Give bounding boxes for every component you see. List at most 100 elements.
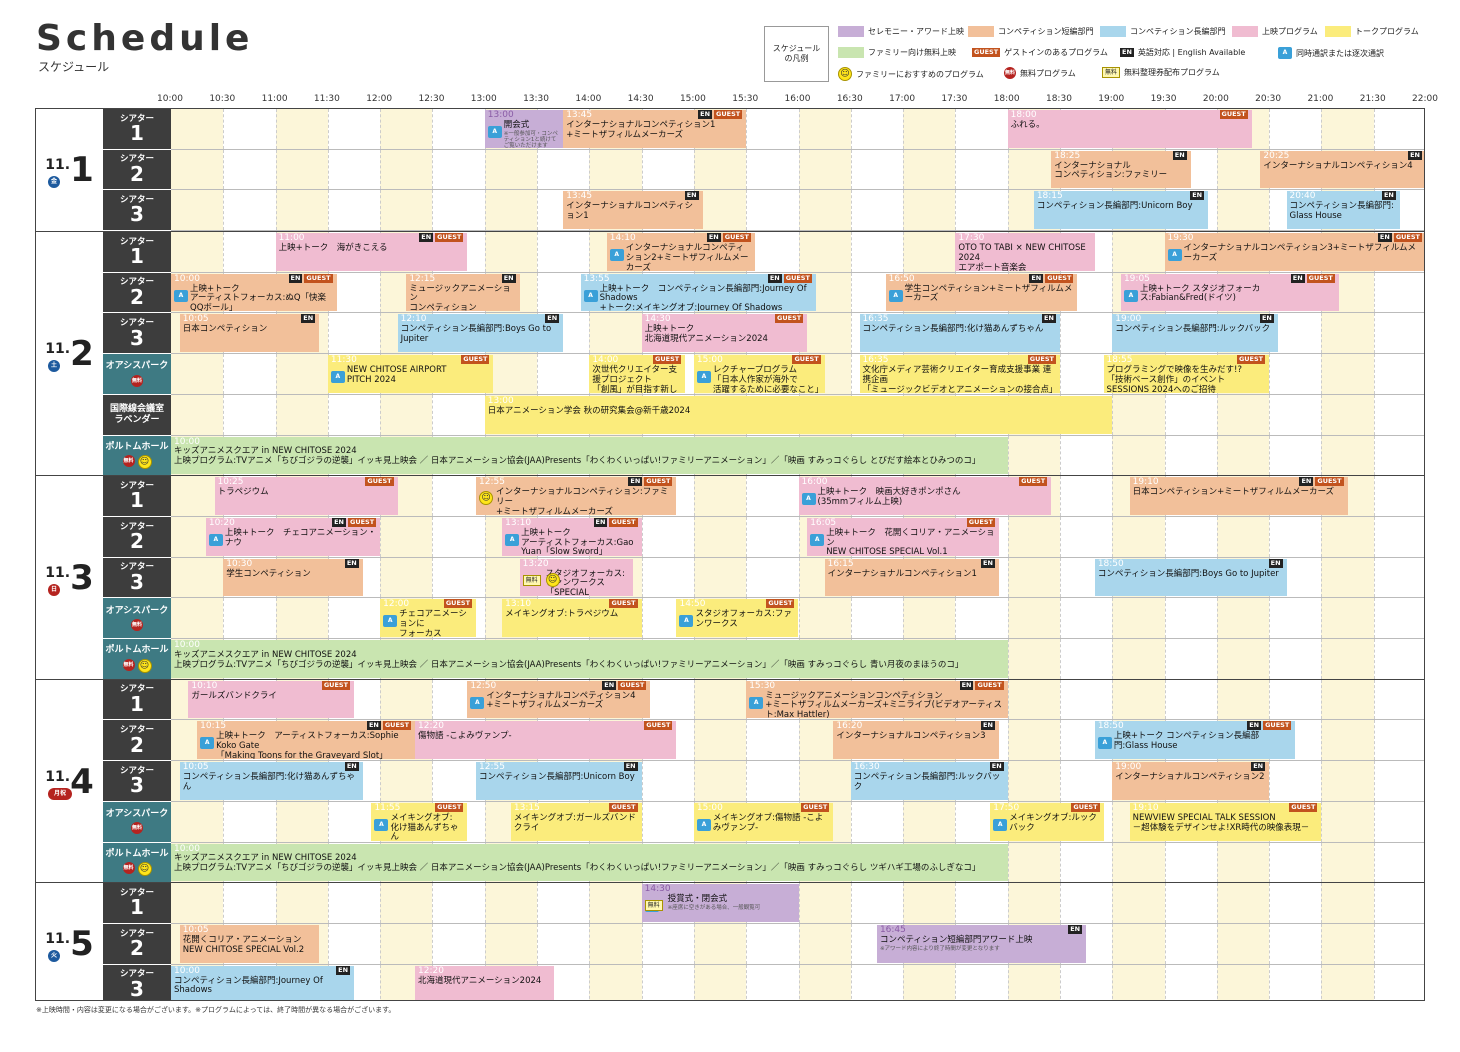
event-block[interactable]: 16:20 インターナショナルコンペティション3 EN [833,721,999,760]
grid-line [1164,639,1166,679]
event-block[interactable]: A 12:50 インターナショナルコンペティション4 +ミートザフィルムメーカーズ E… [467,680,651,719]
event-block[interactable]: 12:20 傷物語 -こよみヴァンプ- GUEST [415,721,677,760]
event-block[interactable]: 10:10 ガールズバンドクライ GUEST [188,680,354,719]
event-block[interactable]: 19:10 日本コンペティション+ミートザフィルムメーカーズ EN GUEST [1129,477,1348,515]
event-block[interactable]: 19:10 NEWVIEW SPECIAL TALK SESSION －超体験をデ… [1129,802,1322,841]
event-block[interactable]: 10:00 キッズアニメスクエア in NEW CHITOSE 2024 上映プロ… [171,640,1008,678]
event-time: 14:00 [592,355,619,366]
event-block[interactable]: A 10:00 上映+トーク アーティストフォーカス:ぬQ「快楽QQボール」 EN GU… [171,273,337,312]
event-block[interactable]: 12:20 北海道現代アニメーション2024 [415,965,555,1000]
event-block[interactable]: 13:45 インターナショナルコンペティション1 EN [563,191,703,230]
event-block[interactable]: 13:45 インターナショナルコンペティション1 +ミートザフィルムメーカーズ EN… [563,110,747,148]
event-block[interactable]: 10:05 コンペティション長編部門:化け猫あんずちゃん EN [179,762,363,800]
event-block[interactable]: A 13:10 上映+トーク アーティストフォーカス:Gao Yuan「Slow S… [502,517,642,556]
event-block[interactable]: 13:10 メイキングオブ:トラペジウム GUEST [502,599,642,638]
smile-icon: ☺ [137,862,152,877]
event-block[interactable]: A 11:30 NEW CHITOSE AIRPORT PITCH 2024 GUES… [327,355,494,393]
event-title: 北海道現代アニメーション2024 [418,975,542,986]
event-block[interactable]: A 15:30 ミュージックアニメーションコンペティション +ミートザフィルムメーカ… [746,680,1008,719]
event-block[interactable]: 16:15 インターナショナルコンペティション1 EN [824,558,999,597]
event-title: 次世代クリエイター支援プロジェクト 「創風」が目指す新しい才能の発掘 [592,365,678,393]
en-tag-icon: EN [545,314,560,324]
grid-line [484,923,486,964]
grid-line [1216,394,1218,435]
en-tag-icon: EN [1290,273,1305,283]
en-tag-icon: EN [628,477,643,487]
event-block[interactable]: 18:15 コンペティション長編部門:Unicorn Boy EN [1033,191,1209,230]
event-block[interactable]: 13:15 メイキングオブ:ガールズバンドクライ GUEST [510,802,642,841]
event-block[interactable]: 12:15 ミュージックアニメーション コンペティション EN [406,273,520,312]
event-tags: EN GUEST [959,680,1004,690]
event-block[interactable]: 19:00 コンペティション長編部門:ルックバック EN [1112,314,1278,353]
en-tag-icon: EN [981,558,995,568]
event-block[interactable]: 12:10 コンペティション長編部門:Boys Go to Jupiter EN [397,314,564,353]
event-block[interactable]: A 18:50 上映+トーク コンペティション長編部門:Glass House EN G… [1094,721,1296,760]
event-block[interactable]: A 11:55 メイキングオブ: 化け猫あんずちゃん GUEST [371,802,468,841]
event-block[interactable]: A 19:05 上映+トーク スタジオフォーカス:Fabian&Fred(ドイツ) E… [1120,273,1339,312]
event-title: インターナショナルコンペティション1 +ミートザフィルムメーカーズ [566,119,716,140]
event-block[interactable]: 10:00 キッズアニメスクエア in NEW CHITOSE 2024 上映プロ… [171,436,1008,475]
event-block[interactable]: A 16:00 上映+トーク 映画大好きポンポさん (35mmフィルム上映) GUES… [798,477,1052,515]
time-stripe [380,516,433,557]
event-block[interactable]: A 15:00 メイキングオブ:傷物語 -こよみヴァンプ- GUEST [693,802,834,841]
grid-line [327,598,329,639]
event-block[interactable]: A 13:00 開会式 ※一般参加可・コンペティション1と続けてご覧いただけます [484,110,564,148]
event-block[interactable]: 18:00 ふれる。 GUEST [1007,110,1252,148]
event-block[interactable]: 16:35 コンペティション長編部門:化け猫あんずちゃん EN [859,314,1060,353]
event-block[interactable]: 10:00 キッズアニメスクエア in NEW CHITOSE 2024 上映プロ… [171,843,1008,882]
event-block[interactable]: ☺ 12:55 インターナショナルコンペティション:ファミリー +ミートザフィルムメ… [476,477,677,515]
event-block[interactable]: A 12:00 チェコアニメーションに フォーカス GUEST [380,599,477,638]
guest-tag-icon: GUEST [1306,273,1335,283]
venue-name: ポルトムホール [105,848,169,859]
event-block[interactable]: 14:30 上映+トーク 北海道現代アニメーション2024 GUEST [641,314,808,353]
event-title: 日本コンペティション [182,324,268,335]
event-block[interactable]: 12:55 コンペティション長編部門:Unicorn Boy EN [476,762,642,800]
interpretation-icon: A [1097,737,1112,750]
event-block[interactable]: A 14:10 インターナショナルコンペティション2+ミートザフィルムメーカーズ EN… [606,233,755,271]
event-block[interactable]: 10:30 学生コンペティション EN [223,558,363,597]
event-block[interactable]: A 16:50 学生コンペティション+ミートザフィルムメーカーズ EN GUEST [885,273,1078,312]
event-block[interactable]: 10:25 トラペジウム GUEST [214,477,398,515]
event-block[interactable]: A 16:05 上映+トーク 花開くコリア・アニメーション NEW CHITOSE … [807,517,999,556]
grid-line [1007,435,1009,476]
event-block[interactable]: A 10:20 上映+トーク チェコアニメーション・ナウ EN GUEST [205,517,381,556]
venue-badges: 無料 [131,374,143,387]
event-title: 文化庁メディア芸術クリエイター育成支援事業 連携企画 「ミュージックビデオとアニ… [862,365,1058,393]
event-block[interactable]: 18:55 プログラミングで映像を生みだす!? 「技術ベース創作」のイベント SE… [1103,355,1270,393]
event-block[interactable]: 17:30 OTO TO TABI × NEW CHITOSE 2024 エアポー… [955,233,1095,271]
event-block[interactable]: 16:45 コンペティション短編部門アワード上映 ※アワード内容により終了時間が変更… [876,924,1087,963]
event-block[interactable]: 16:35 文化庁メディア芸術クリエイター育成支援事業 連携企画 「ミュージックビ… [859,355,1060,393]
event-block[interactable]: 20:25 インターナショナルコンペティション4 EN [1260,150,1424,189]
grid-line [1373,394,1375,435]
grid-line [223,232,225,272]
event-title: 上映+トーク スタジオフォーカス:Fabian&Fred(ドイツ) [1139,283,1261,304]
event-block[interactable]: A 15:00 レクチャープログラム 「日本人作家が海外で 活躍するために必要なこと… [693,355,825,393]
event-title: 上映+トーク コンペティション長編部門:Journey Of Shadows +… [599,283,807,312]
event-block[interactable]: 19:00 インターナショナルコンペティション2 EN [1112,762,1270,800]
event-block[interactable]: 18:25 インターナショナル コンペティション:ファミリー EN [1051,150,1191,189]
event-block[interactable]: 11:00 上映+トーク 海がきこえる EN GUEST [275,233,468,271]
event-block[interactable]: A 14:50 スタジオフォーカス:ファンワークス GUEST [676,599,799,638]
event-block[interactable]: A 19:30 インターナショナルコンペティション3+ミートザフィルムメーカーズ EN… [1164,233,1424,271]
event-block[interactable]: 10:00 コンペティション長編部門:Journey Of Shadows EN [171,965,355,1000]
event-block[interactable]: A 10:15 上映+トーク アーティストフォーカス:Sophie Koko Gat… [197,721,416,760]
grid-line [380,313,382,354]
event-block[interactable]: A 17:50 メイキングオブ:ルックバック GUEST [990,802,1104,841]
event-block[interactable]: 13:00 日本アニメーション学会 秋の研究集会@新千歳2024 [484,395,1113,434]
event-block[interactable]: 10:05 日本コンペティション EN [179,314,320,353]
time-label: 13:30 [523,94,549,104]
grid-line [327,883,329,923]
grid-line [484,801,486,842]
event-block[interactable]: 16:30 コンペティション長編部門:ルックバック EN [850,762,1008,800]
grid-line [850,313,852,354]
event-block[interactable]: 18:50 コンペティション長編部門:Boys Go to Jupiter EN [1094,558,1287,597]
event-block[interactable]: 20:40 コンペティション長編部門: Glass House EN [1286,191,1400,230]
event-block[interactable]: 10:05 花開くコリア・アニメーション NEW CHITOSE SPECIAL … [179,924,320,963]
en-tag-icon: EN [1029,273,1044,283]
venue-label: シアター 1 [103,679,171,721]
event-block[interactable]: A 13:55 上映+トーク コンペティション長編部門:Journey Of Sha… [580,273,816,312]
grid-line [746,964,748,1000]
